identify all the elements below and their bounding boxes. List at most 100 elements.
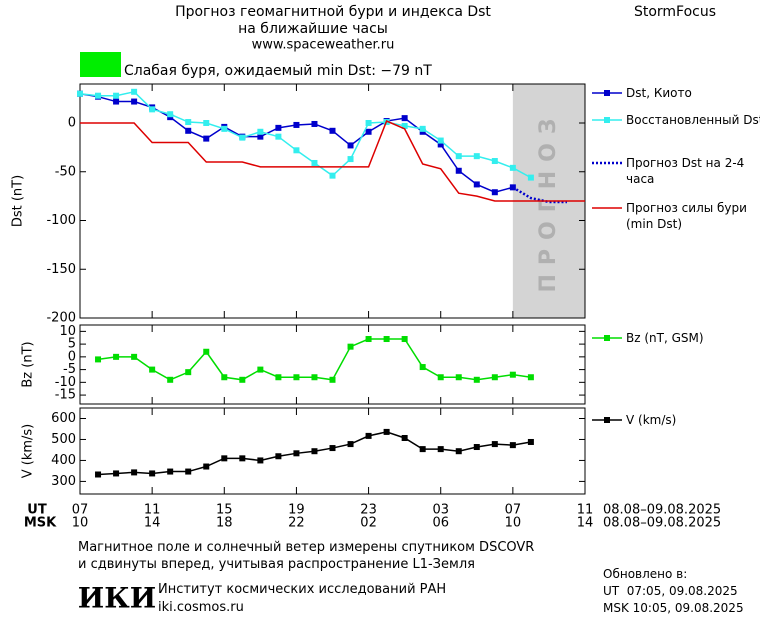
point [365,128,372,135]
point [275,133,282,140]
point [185,468,192,475]
point [419,364,426,371]
point [401,434,408,441]
updated: Обновлено в: [603,567,688,581]
legend-marker [604,90,610,96]
y-tick-label: 400 [51,453,76,468]
point [293,121,300,128]
point [491,374,498,381]
x-tick-label: 11 [577,503,594,518]
point [239,134,246,141]
point [419,446,426,453]
point [167,376,174,383]
point [203,463,210,470]
point [185,127,192,134]
ut-range: 08.08–09.08.2025 [603,503,721,518]
x-tick-label-msk: 22 [288,516,305,531]
plot-frame [79,407,586,495]
point [113,98,120,105]
point [257,133,264,140]
point [347,156,354,163]
point [185,369,192,376]
x-tick-label-msk: 06 [432,516,449,531]
title: Прогноз геомагнитной бури и индекса Dst [175,4,491,20]
point [473,444,480,451]
brand: StormFocus [634,4,716,20]
point [131,353,138,360]
x-tick-label-msk: 02 [360,516,377,531]
point [293,147,300,154]
point [203,120,210,126]
point [311,159,318,166]
point [527,374,534,381]
point [221,455,228,462]
point [455,448,462,455]
point [455,153,462,160]
y-tick-label: 500 [51,432,76,447]
x-tick-label: 23 [360,503,377,518]
legend-marker [604,335,610,341]
point [365,120,372,126]
point [437,137,444,144]
ut-label: UT [27,503,47,518]
point [113,470,120,477]
series-line [512,186,567,204]
point [221,125,228,132]
legend-label: Прогноз силы бури (min Dst) [626,201,747,231]
y-tick-label: -150 [46,262,76,277]
y-tick-label: 300 [51,474,76,489]
point [329,445,336,452]
point [455,374,462,381]
institute: Институт космических исследований РАН [158,582,447,597]
legend-label: V (km/s) [626,413,677,427]
point [167,111,174,118]
alert: Слабая буря, ожидаемый min Dst: −79 nT [124,63,432,79]
point [131,469,138,476]
y-tick-label: 0 [68,116,76,131]
point [95,356,102,363]
point [527,438,534,445]
logo: ИКИ [78,582,156,615]
point [131,88,138,95]
point [149,470,156,477]
x-tick-label: 19 [288,503,305,518]
url: www.spaceweather.ru [252,38,395,53]
y-tick-label: 10 [59,324,76,339]
point [257,457,264,464]
plot-frame [79,324,586,405]
site: iki.cosmos.ru [158,600,244,615]
point [149,106,156,113]
y-tick-label: 0 [68,349,76,364]
x-tick-label: 11 [144,503,161,518]
point [509,164,516,171]
point [185,119,192,126]
point [149,366,156,373]
footer-text: и сдвинуты вперед, учитывая распростране… [78,557,475,572]
y-tick-label: -10 [55,375,76,390]
x-tick-label: 07 [505,503,522,518]
point [311,448,318,455]
point [365,336,372,343]
point [203,348,210,355]
point [221,374,228,381]
y-tick-label: -100 [46,213,76,228]
point [329,172,336,179]
point [437,446,444,453]
point [329,376,336,383]
updated-ut: UT 07:05, 09.08.2025 [603,584,738,598]
point [401,122,408,129]
point [509,371,516,378]
y-tick-label: 600 [51,411,76,426]
point [257,128,264,135]
point [275,124,282,131]
msk-label: MSK [24,516,57,531]
point [383,428,390,435]
y-tick-label: -200 [46,311,76,326]
point [473,376,480,383]
point [95,471,102,478]
point [239,376,246,383]
point [347,142,354,149]
point [491,189,498,196]
